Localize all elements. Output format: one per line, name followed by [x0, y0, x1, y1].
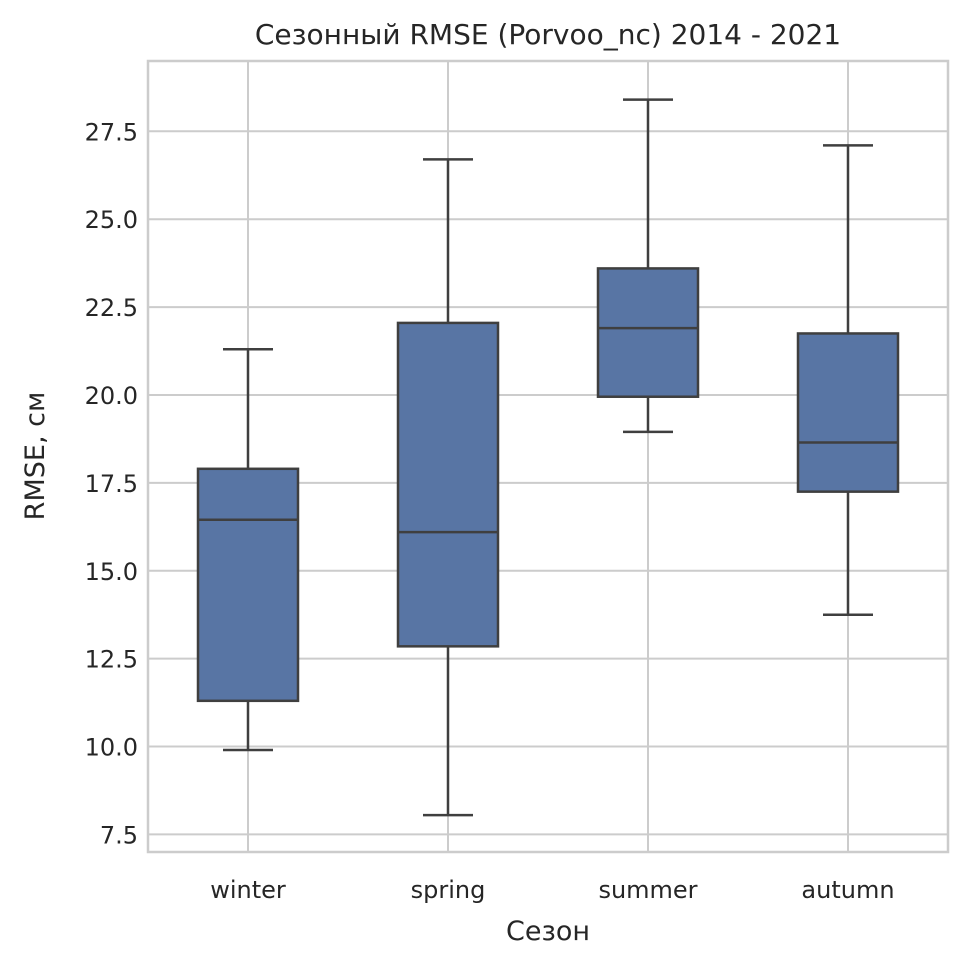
x-axis-label: Сезон — [506, 916, 590, 947]
box-spring — [396, 158, 500, 817]
y-tick-label: 7.5 — [100, 821, 138, 849]
iqr-box — [796, 332, 900, 493]
iqr-box — [196, 467, 300, 703]
x-tick-label: spring — [411, 876, 486, 904]
box-autumn — [796, 144, 900, 616]
y-tick-label: 17.5 — [85, 470, 138, 498]
y-tick-label: 25.0 — [85, 206, 138, 234]
iqr-box — [396, 321, 500, 648]
y-tick-label: 15.0 — [85, 558, 138, 586]
y-axis-label: RMSE, см — [20, 392, 51, 521]
boxes — [196, 98, 900, 817]
y-tick-labels: 7.5 10.0 12.5 15.0 17.5 20.0 22.5 25.0 27.5 — [85, 118, 138, 849]
x-tick-label: winter — [210, 876, 286, 904]
chart-title: Сезонный RMSE (Porvoo_nc) 2014 - 2021 — [255, 18, 841, 51]
y-tick-label: 22.5 — [85, 294, 138, 322]
x-tick-label: autumn — [801, 876, 894, 904]
plot-frame — [146, 59, 950, 854]
y-tick-label: 20.0 — [85, 382, 138, 410]
y-tick-label: 27.5 — [85, 118, 138, 146]
x-tick-labels: winter spring summer autumn — [210, 876, 894, 904]
y-tick-label: 12.5 — [85, 646, 138, 674]
iqr-box — [596, 267, 700, 398]
x-tick-label: summer — [598, 876, 697, 904]
box-summer — [596, 98, 700, 434]
box-winter — [196, 348, 300, 752]
y-tick-label: 10.0 — [85, 734, 138, 762]
